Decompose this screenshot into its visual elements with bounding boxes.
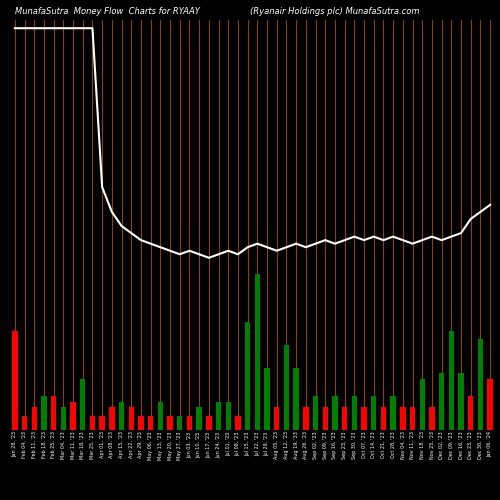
Bar — [42, 396, 46, 430]
Bar — [254, 274, 260, 430]
Bar — [80, 379, 86, 430]
Bar — [362, 408, 366, 430]
Bar — [128, 408, 134, 430]
Bar — [303, 408, 308, 430]
Bar — [236, 416, 240, 430]
Bar — [294, 368, 299, 430]
Bar — [390, 396, 396, 430]
Bar — [274, 408, 280, 430]
Bar — [352, 396, 357, 430]
Bar — [458, 374, 464, 430]
Bar — [158, 402, 163, 430]
Bar — [420, 379, 425, 430]
Bar — [371, 396, 376, 430]
Bar — [60, 408, 66, 430]
Bar — [478, 340, 483, 430]
Bar — [448, 331, 454, 430]
Bar — [430, 408, 434, 430]
Bar — [206, 416, 212, 430]
Bar — [138, 416, 143, 430]
Bar — [187, 416, 192, 430]
Bar — [439, 374, 444, 430]
Bar — [226, 402, 231, 430]
Bar — [216, 402, 221, 430]
Bar — [245, 322, 250, 430]
Bar — [119, 402, 124, 430]
Text: (Ryanair Holdings plc) MunafaSutra.com: (Ryanair Holdings plc) MunafaSutra.com — [250, 8, 420, 16]
Bar — [342, 408, 347, 430]
Bar — [468, 396, 473, 430]
Bar — [177, 416, 182, 430]
Bar — [22, 416, 27, 430]
Bar — [313, 396, 318, 430]
Bar — [100, 416, 105, 430]
Bar — [332, 396, 338, 430]
Bar — [284, 345, 289, 430]
Bar — [410, 408, 415, 430]
Bar — [322, 408, 328, 430]
Bar — [109, 408, 114, 430]
Bar — [12, 331, 18, 430]
Bar — [168, 416, 172, 430]
Bar — [51, 396, 57, 430]
Bar — [400, 408, 406, 430]
Bar — [196, 408, 202, 430]
Bar — [148, 416, 154, 430]
Bar — [90, 416, 95, 430]
Bar — [264, 368, 270, 430]
Bar — [488, 379, 493, 430]
Text: MunafaSutra  Money Flow  Charts for RYAAY: MunafaSutra Money Flow Charts for RYAAY — [15, 8, 200, 16]
Bar — [70, 402, 76, 430]
Bar — [32, 408, 37, 430]
Bar — [381, 408, 386, 430]
